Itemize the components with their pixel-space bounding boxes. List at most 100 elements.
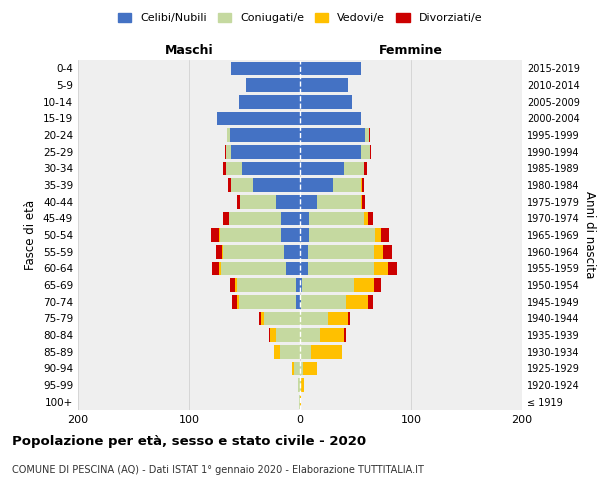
Bar <box>242 162 300 175</box>
Bar <box>300 362 304 375</box>
Bar <box>300 328 320 342</box>
Bar <box>374 262 388 275</box>
Bar <box>309 228 376 242</box>
Bar <box>231 145 300 158</box>
Y-axis label: Fasce di età: Fasce di età <box>25 200 37 270</box>
Bar <box>226 162 242 175</box>
Bar <box>300 378 301 392</box>
Bar <box>301 295 346 308</box>
Bar <box>300 278 302 292</box>
Bar <box>275 195 300 208</box>
Bar <box>374 278 381 292</box>
Bar <box>223 245 284 258</box>
Bar <box>300 145 361 158</box>
Bar <box>300 195 317 208</box>
Bar <box>232 295 237 308</box>
Bar <box>269 328 270 342</box>
Bar <box>369 128 370 142</box>
Bar <box>300 295 301 308</box>
Bar <box>300 78 348 92</box>
Bar <box>220 228 281 242</box>
Bar <box>361 145 370 158</box>
Bar <box>317 195 361 208</box>
Bar <box>284 245 300 258</box>
Bar <box>212 262 219 275</box>
Bar <box>226 145 231 158</box>
Bar <box>230 128 300 142</box>
Bar <box>265 312 300 325</box>
Bar <box>362 178 364 192</box>
Bar <box>286 262 300 275</box>
Bar <box>308 245 374 258</box>
Bar <box>301 378 304 392</box>
Bar <box>348 312 350 325</box>
Bar <box>364 162 367 175</box>
Bar <box>231 178 253 192</box>
Bar <box>381 228 389 242</box>
Bar <box>298 378 300 392</box>
Bar <box>228 178 231 192</box>
Bar <box>344 328 346 342</box>
Bar <box>296 295 300 308</box>
Bar <box>211 228 219 242</box>
Bar <box>235 278 237 292</box>
Text: Popolazione per età, sesso e stato civile - 2020: Popolazione per età, sesso e stato civil… <box>12 435 366 448</box>
Bar <box>300 245 308 258</box>
Bar <box>344 162 364 175</box>
Bar <box>368 212 373 225</box>
Text: Maschi: Maschi <box>164 44 214 57</box>
Bar <box>346 295 368 308</box>
Bar <box>215 245 223 258</box>
Bar <box>300 312 328 325</box>
Bar <box>253 178 300 192</box>
Bar <box>223 212 229 225</box>
Y-axis label: Anni di nascita: Anni di nascita <box>583 192 596 278</box>
Bar <box>224 145 226 158</box>
Bar <box>231 62 300 75</box>
Bar <box>292 362 295 375</box>
Bar <box>309 212 364 225</box>
Bar <box>300 228 309 242</box>
Bar <box>270 328 275 342</box>
Bar <box>296 278 300 292</box>
Bar <box>308 262 374 275</box>
Bar <box>223 162 226 175</box>
Bar <box>219 228 220 242</box>
Bar <box>229 212 281 225</box>
Bar <box>300 395 301 408</box>
Bar <box>274 345 280 358</box>
Bar <box>217 112 300 125</box>
Bar <box>368 295 373 308</box>
Text: COMUNE DI PESCINA (AQ) - Dati ISTAT 1° gennaio 2020 - Elaborazione TUTTITALIA.IT: COMUNE DI PESCINA (AQ) - Dati ISTAT 1° g… <box>12 465 424 475</box>
Bar <box>334 178 361 192</box>
Bar <box>365 128 369 142</box>
Bar <box>230 278 235 292</box>
Bar <box>237 295 239 308</box>
Bar <box>239 295 296 308</box>
Bar <box>299 395 300 408</box>
Bar <box>227 128 230 142</box>
Bar <box>281 212 300 225</box>
Bar <box>295 362 300 375</box>
Bar <box>300 262 308 275</box>
Bar <box>300 162 344 175</box>
Bar <box>261 312 265 325</box>
Bar <box>300 178 334 192</box>
Bar <box>280 345 300 358</box>
Bar <box>361 178 362 192</box>
Bar <box>300 95 352 108</box>
Bar <box>239 95 300 108</box>
Bar <box>361 195 362 208</box>
Bar <box>383 245 392 258</box>
Bar <box>300 212 309 225</box>
Bar <box>240 195 275 208</box>
Bar <box>221 262 286 275</box>
Bar <box>237 278 296 292</box>
Bar <box>355 278 374 292</box>
Bar <box>304 362 317 375</box>
Bar <box>300 345 311 358</box>
Bar <box>219 262 221 275</box>
Bar <box>364 212 368 225</box>
Bar <box>328 312 348 325</box>
Bar <box>302 278 355 292</box>
